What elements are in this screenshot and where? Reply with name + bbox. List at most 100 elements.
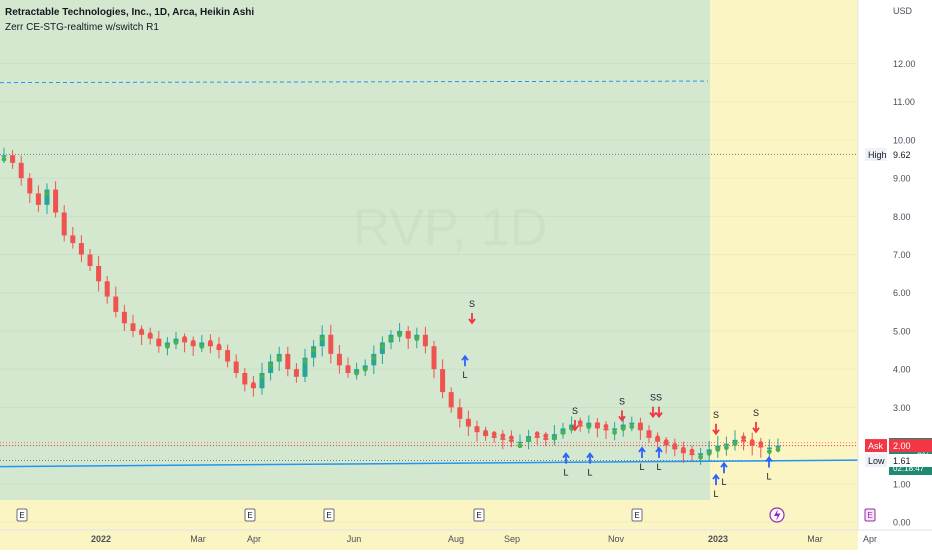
trail-dot-green	[517, 443, 523, 449]
trail-dot-red	[440, 385, 445, 391]
x-tick-label: Nov	[608, 534, 625, 544]
ask-tag-value: 2.00	[893, 441, 911, 451]
earnings-event-icon[interactable]	[244, 508, 256, 522]
ask-tag-label: Ask	[868, 441, 884, 451]
trail-dot-red	[491, 431, 497, 437]
trail-dot-red	[672, 443, 678, 448]
short-signal-label: S	[713, 410, 719, 420]
long-signal-arrow-icon	[586, 452, 594, 464]
earnings-event-label: E	[19, 511, 24, 520]
trail-dot-green	[354, 370, 359, 376]
trail-dot-red	[405, 332, 411, 337]
earnings-event-icon[interactable]	[323, 508, 335, 522]
earnings-event-icon[interactable]	[16, 508, 28, 522]
trail-dot-red	[182, 336, 188, 341]
short-signal-arrow-icon	[468, 312, 476, 325]
bg-zone-yellow	[710, 0, 858, 500]
future-earnings-icon[interactable]	[864, 508, 876, 522]
trail-dot-green	[629, 424, 635, 430]
symbol-title[interactable]: Retractable Technologies, Inc., 1D, Arca…	[5, 7, 255, 18]
indicator-name[interactable]: Zerr CE-STG-realtime w/switch R1	[5, 22, 159, 33]
bg-zone-bottom	[0, 500, 858, 550]
x-tick-label: Jun	[347, 534, 362, 544]
x-tick-label: 2023	[708, 534, 728, 544]
earnings-event-icon[interactable]	[473, 508, 485, 522]
short-signal-label: S	[469, 299, 475, 309]
trail-dot-red	[53, 206, 58, 211]
candle-body	[577, 424, 583, 427]
price-levels	[0, 80, 859, 468]
earnings-event-label: E	[326, 511, 331, 520]
price-axis[interactable]: 0.00 1.00 2.00 3.00 4.00 5.00 6.00 7.00 8.00 9.00…	[857, 0, 916, 530]
trail-dot-red	[190, 339, 196, 345]
heikin-ashi-candles	[1, 147, 781, 465]
x-tick-label: Mar	[190, 534, 206, 544]
candle-body	[775, 445, 781, 448]
trail-dot-green	[259, 374, 265, 380]
trail-dot-red	[18, 171, 24, 177]
trail-dot-red	[758, 441, 764, 446]
long-signal-label: L	[563, 468, 568, 478]
trail-dot-red	[681, 446, 686, 452]
trail-dot-red	[208, 339, 213, 345]
background-zones	[0, 0, 858, 550]
trail-dot-red	[294, 370, 299, 376]
trail-dot-red	[27, 187, 33, 192]
trail-dot-red	[147, 332, 153, 337]
earnings-event-icon[interactable]	[631, 508, 643, 522]
low-tag-label: Low	[868, 456, 885, 466]
trail-dot-green	[775, 447, 781, 452]
trail-dot-red	[741, 435, 746, 441]
trail-dot-green	[715, 447, 721, 452]
candle-body	[27, 178, 33, 194]
candle-body	[302, 357, 308, 377]
trail-dot-red	[345, 366, 351, 372]
candle-body	[328, 334, 334, 354]
trail-dot-red	[655, 435, 660, 441]
short-signal-arrow-icon	[618, 410, 626, 422]
trail-dot-red	[251, 381, 256, 387]
short-signal-label: S	[753, 408, 759, 418]
earnings-event-label: E	[634, 511, 639, 520]
low-tag-value: 1.61	[893, 456, 911, 466]
x-tick-label: Apr	[863, 534, 877, 544]
short-signal-label: S	[650, 393, 656, 403]
candle-body	[259, 372, 265, 389]
short-signal-label: S	[572, 406, 578, 416]
candle-body	[431, 346, 437, 370]
trail-dot-green	[388, 336, 394, 342]
candle-body	[53, 189, 59, 213]
candle-body	[534, 436, 540, 438]
trail-dot-green	[732, 441, 738, 447]
x-tick-label: Mar	[807, 534, 823, 544]
x-tick-label: Aug	[448, 534, 464, 544]
trail-dot-red	[216, 343, 222, 349]
y-tick-label: 3.00	[893, 403, 911, 413]
long-signal-arrow-icon	[765, 455, 773, 468]
trail-dot-green	[414, 336, 420, 342]
trail-dot-red	[689, 448, 695, 454]
trail-dot-red	[543, 433, 549, 439]
time-axis[interactable]: 2022 Mar Apr Jun Aug Sep Nov 2023 Mar Apr	[0, 529, 932, 544]
candle-body	[491, 436, 497, 438]
trail-dot-red	[79, 248, 84, 253]
candle-body	[517, 441, 523, 444]
trail-dot-green	[311, 347, 316, 353]
trail-dot-green	[724, 445, 729, 451]
long-signal-label: L	[639, 462, 644, 472]
trail-dot-green	[362, 366, 368, 372]
short-signal-label: S	[619, 396, 625, 406]
trail-dot-red	[534, 431, 540, 437]
trail-dot-red	[113, 305, 119, 311]
candle-body	[18, 162, 24, 179]
candle-body	[723, 443, 729, 446]
low-tag-label-box	[865, 453, 887, 467]
trail-dot-green	[44, 191, 50, 196]
long-signal-label: L	[766, 471, 771, 481]
candle-body	[440, 369, 446, 393]
